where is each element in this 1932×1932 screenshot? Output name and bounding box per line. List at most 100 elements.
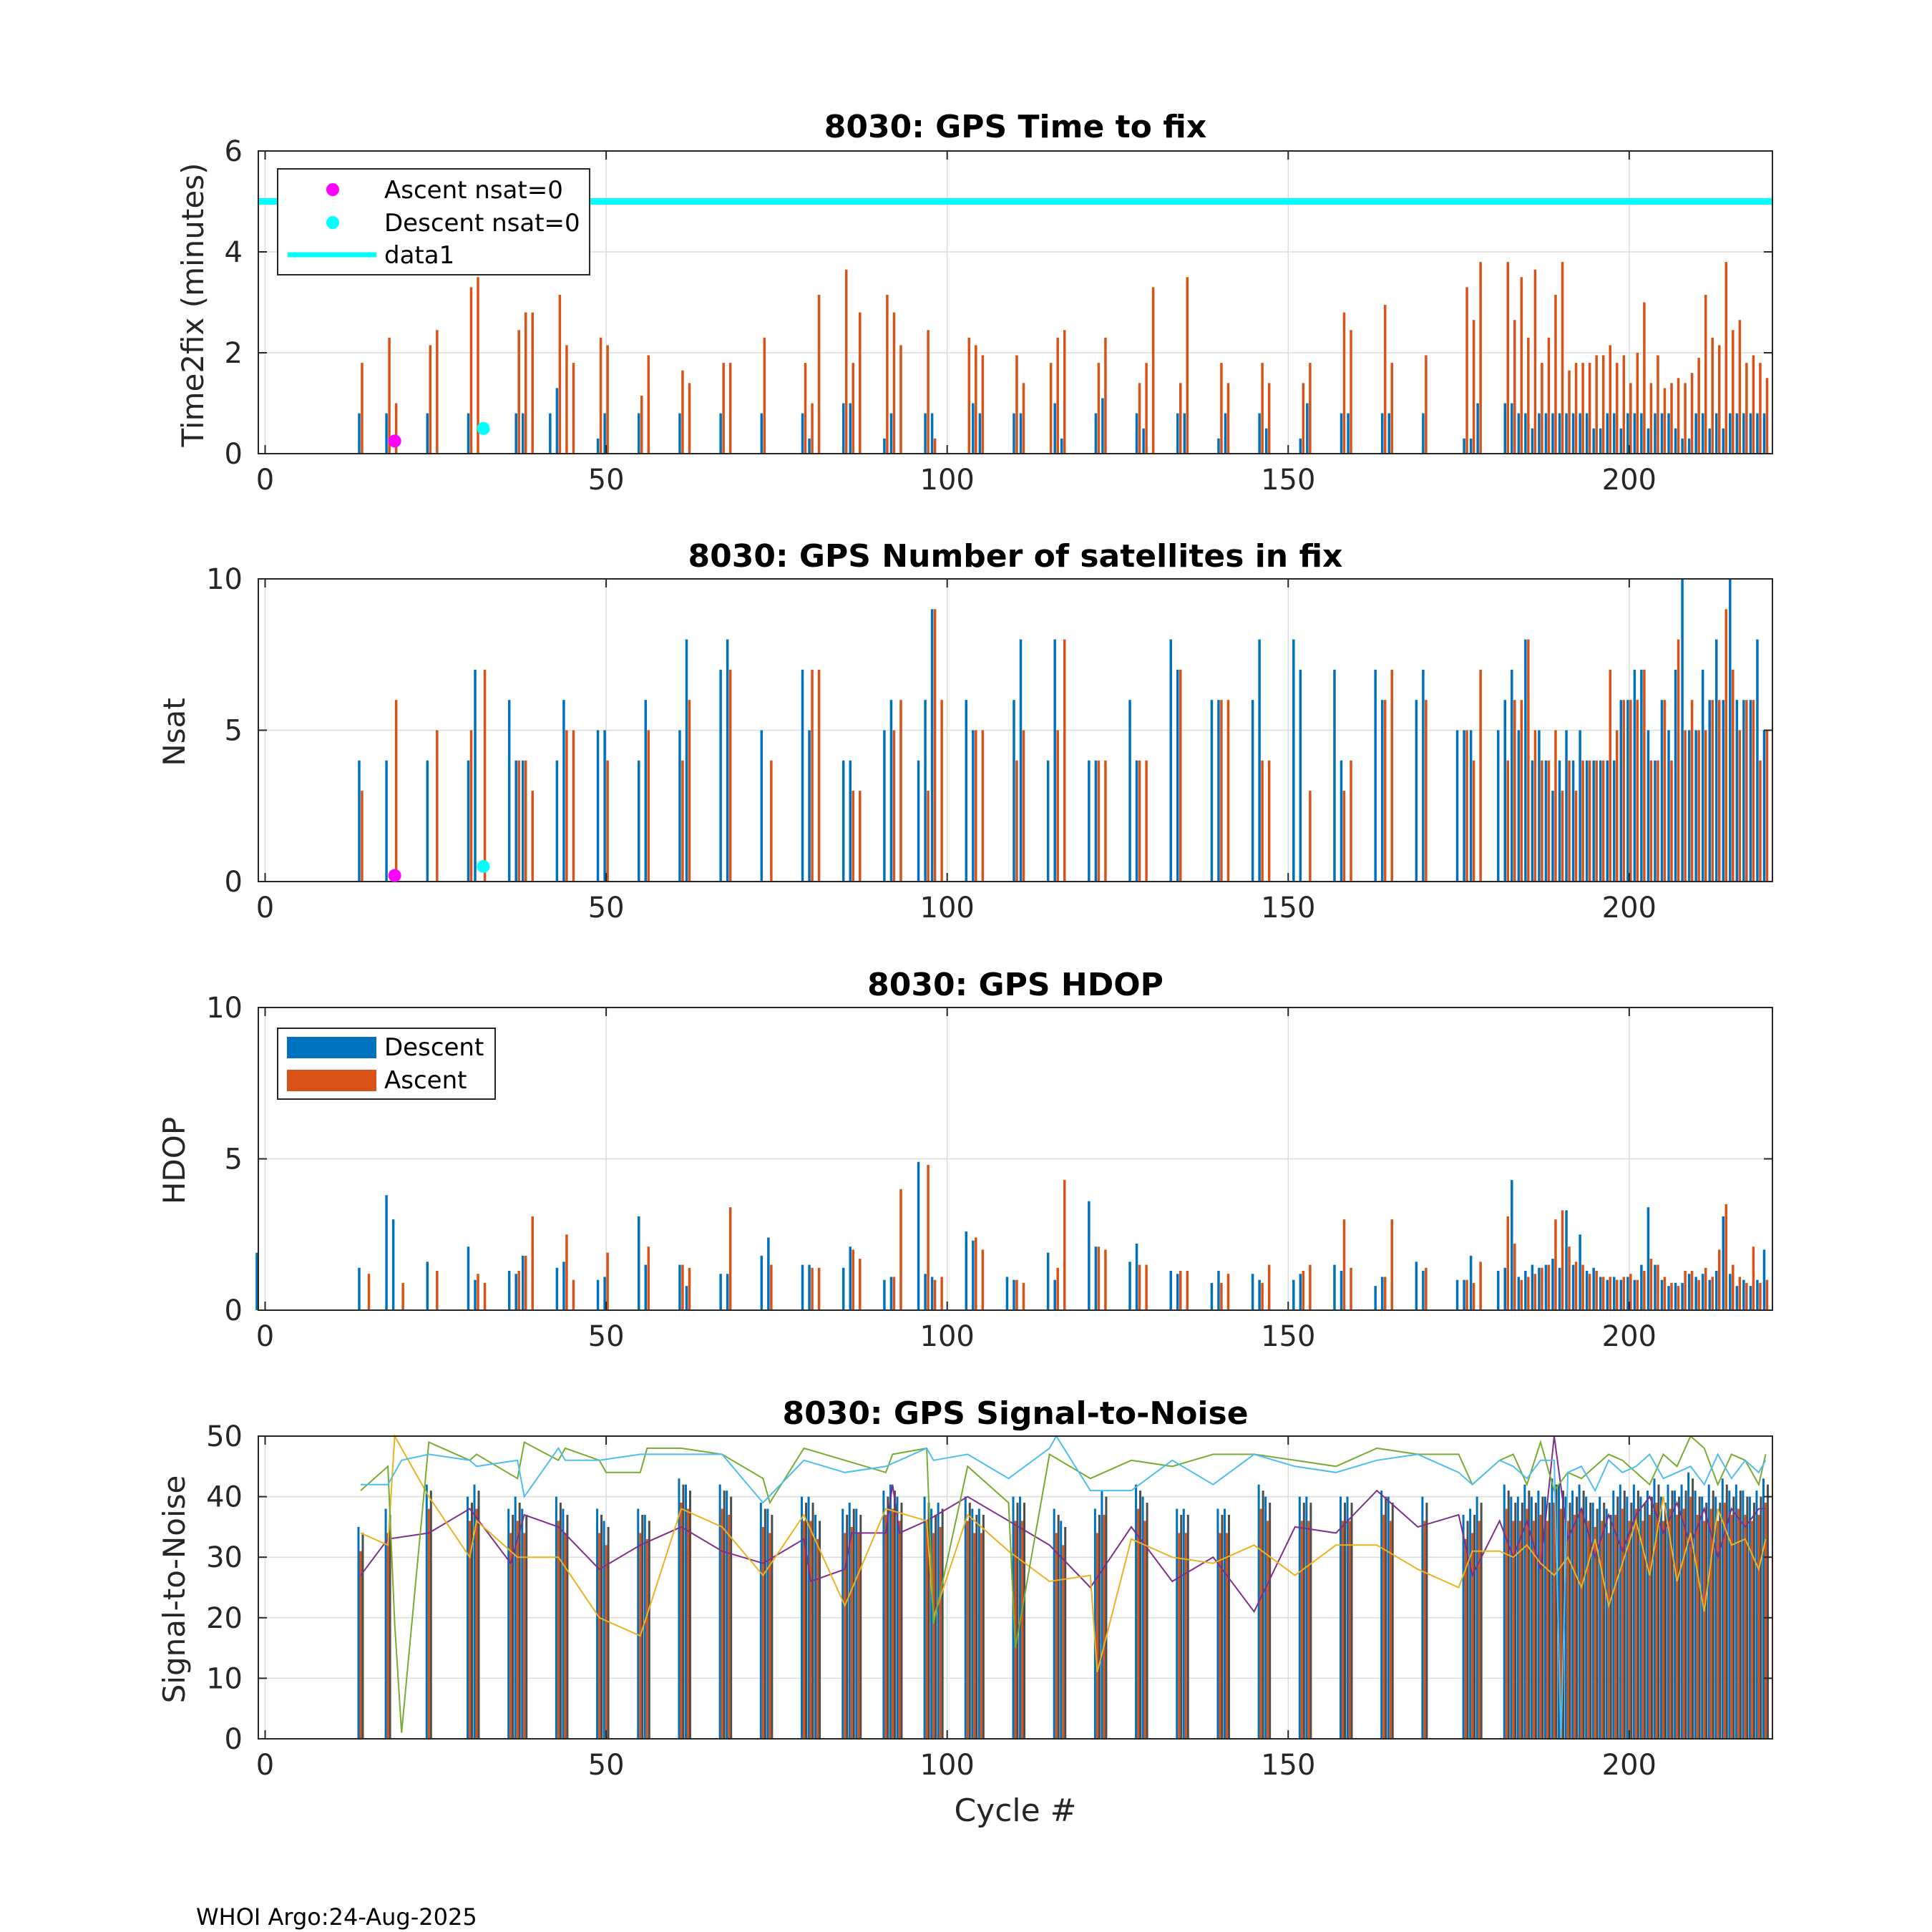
snr-bar-a xyxy=(1298,1496,1301,1739)
snr-bar-c xyxy=(1746,1496,1749,1739)
snr-bar-a xyxy=(1060,1521,1063,1739)
snr-bar-a xyxy=(1537,1491,1540,1739)
descent-bar xyxy=(1762,1249,1766,1310)
snr-bar-c xyxy=(1664,1503,1667,1739)
ascent-bar xyxy=(899,1189,902,1310)
descent-bar xyxy=(1169,1271,1172,1310)
descent-bar xyxy=(1660,700,1664,882)
descent-bar xyxy=(1517,730,1521,882)
snr-bar-b xyxy=(359,1551,362,1739)
ascent-bar xyxy=(1622,700,1626,882)
descent-bar xyxy=(1729,1274,1732,1310)
snr-bar-b xyxy=(1382,1514,1385,1739)
descent-bar xyxy=(1094,760,1098,882)
snr-bar-b xyxy=(1055,1533,1058,1739)
snr-series-green xyxy=(360,1435,1767,1733)
ascent-bar xyxy=(728,1207,732,1310)
ascent-bar xyxy=(1472,1282,1475,1310)
snr-bar-b xyxy=(1178,1533,1181,1739)
descent-bar xyxy=(1258,1279,1261,1310)
descent-bar xyxy=(1088,1201,1091,1310)
ascent-bar xyxy=(1541,1267,1543,1310)
ascent-bar xyxy=(1465,287,1468,454)
snr-bar-c xyxy=(1568,1503,1571,1739)
ascent-bar xyxy=(1717,1249,1721,1310)
ascent-bar xyxy=(1616,1279,1619,1310)
ascent-bar xyxy=(1554,1219,1557,1310)
descent-bar xyxy=(1088,760,1091,882)
y-axis-label: Time2fix (minutes) xyxy=(175,163,210,448)
snr-bar-c xyxy=(525,1514,528,1739)
descent-bar xyxy=(1742,1279,1745,1310)
snr-bar-a xyxy=(923,1496,926,1739)
snr-bar-b xyxy=(1342,1521,1345,1739)
descent-bar xyxy=(1613,760,1616,882)
ascent-bar xyxy=(1513,1243,1516,1310)
ascent-bar xyxy=(859,791,862,882)
snr-bar-b xyxy=(605,1545,608,1739)
ascent-bar xyxy=(1547,337,1551,454)
snr-bar-b xyxy=(1143,1521,1146,1739)
descent-bar xyxy=(1544,1264,1548,1310)
descent-bar xyxy=(726,1274,729,1310)
ascent-bar xyxy=(1657,355,1659,454)
ascent-bar xyxy=(1595,1271,1598,1310)
snr-bar-a xyxy=(602,1521,605,1739)
snr-bar-b xyxy=(1676,1514,1679,1739)
footer-text: WHOI Argo:24-Aug-2025 xyxy=(196,1903,477,1931)
descent-bar xyxy=(1640,669,1643,882)
descent-bar xyxy=(1176,669,1179,882)
ascent-bar xyxy=(1601,760,1605,882)
snr-bar-c xyxy=(1302,1503,1305,1739)
snr-bar-a xyxy=(1176,1508,1179,1739)
descent-bar xyxy=(385,1195,388,1310)
ascent-bar xyxy=(1383,700,1387,882)
snr-bar-c xyxy=(1760,1496,1762,1739)
ascent-bar xyxy=(1609,345,1611,454)
ascent-bar xyxy=(531,312,535,454)
snr-bar-a xyxy=(1659,1496,1662,1739)
descent-bar xyxy=(978,413,982,454)
descent-bar xyxy=(1722,700,1725,882)
ascent-bar xyxy=(1520,1279,1523,1310)
descent-bar xyxy=(1469,438,1473,454)
ascent-bar xyxy=(1390,363,1393,454)
snr-bar-b xyxy=(1730,1514,1733,1739)
descent-bar xyxy=(1469,1255,1473,1310)
descent-bar xyxy=(760,1255,763,1310)
snr-bar-b xyxy=(850,1526,853,1739)
descent-bar xyxy=(358,760,361,882)
snr-bar-c xyxy=(1725,1484,1728,1739)
ascent-bar xyxy=(1465,730,1468,882)
snr-bar-a xyxy=(882,1491,885,1739)
ascent-bar xyxy=(1063,330,1066,454)
descent-bar xyxy=(1217,700,1220,882)
descent-bar xyxy=(924,413,927,454)
ascent-bar xyxy=(770,1264,773,1310)
descent-bar xyxy=(1046,760,1050,882)
snr-bar-a xyxy=(807,1496,810,1739)
snr-bar-a xyxy=(1340,1496,1342,1739)
snr-bar-c xyxy=(361,1533,364,1739)
snr-bar-c xyxy=(859,1514,862,1739)
ascent-bar xyxy=(1267,383,1271,454)
ascent-bar xyxy=(647,355,650,454)
ascent-bar xyxy=(728,363,732,454)
ascent-bar xyxy=(1629,700,1632,882)
ascent-bar xyxy=(1690,373,1694,454)
ascent-bar xyxy=(975,1237,977,1310)
ascent-bar xyxy=(1616,363,1619,454)
snr-bar-a xyxy=(1516,1496,1519,1739)
snr-bar-b xyxy=(1512,1521,1515,1739)
x-tick-label: 100 xyxy=(920,892,975,924)
ascent-bar xyxy=(1581,1264,1584,1310)
snr-bar-a xyxy=(1707,1484,1710,1739)
snr-bar-c xyxy=(600,1514,603,1739)
snr-bar-b xyxy=(1662,1521,1664,1739)
descent-bar xyxy=(1135,413,1138,454)
ascent-bar xyxy=(852,363,854,454)
snr-bar-b xyxy=(598,1533,601,1739)
ascent-bar xyxy=(1657,760,1659,882)
descent-bar xyxy=(841,760,845,882)
ascent-bar xyxy=(1643,1271,1646,1310)
